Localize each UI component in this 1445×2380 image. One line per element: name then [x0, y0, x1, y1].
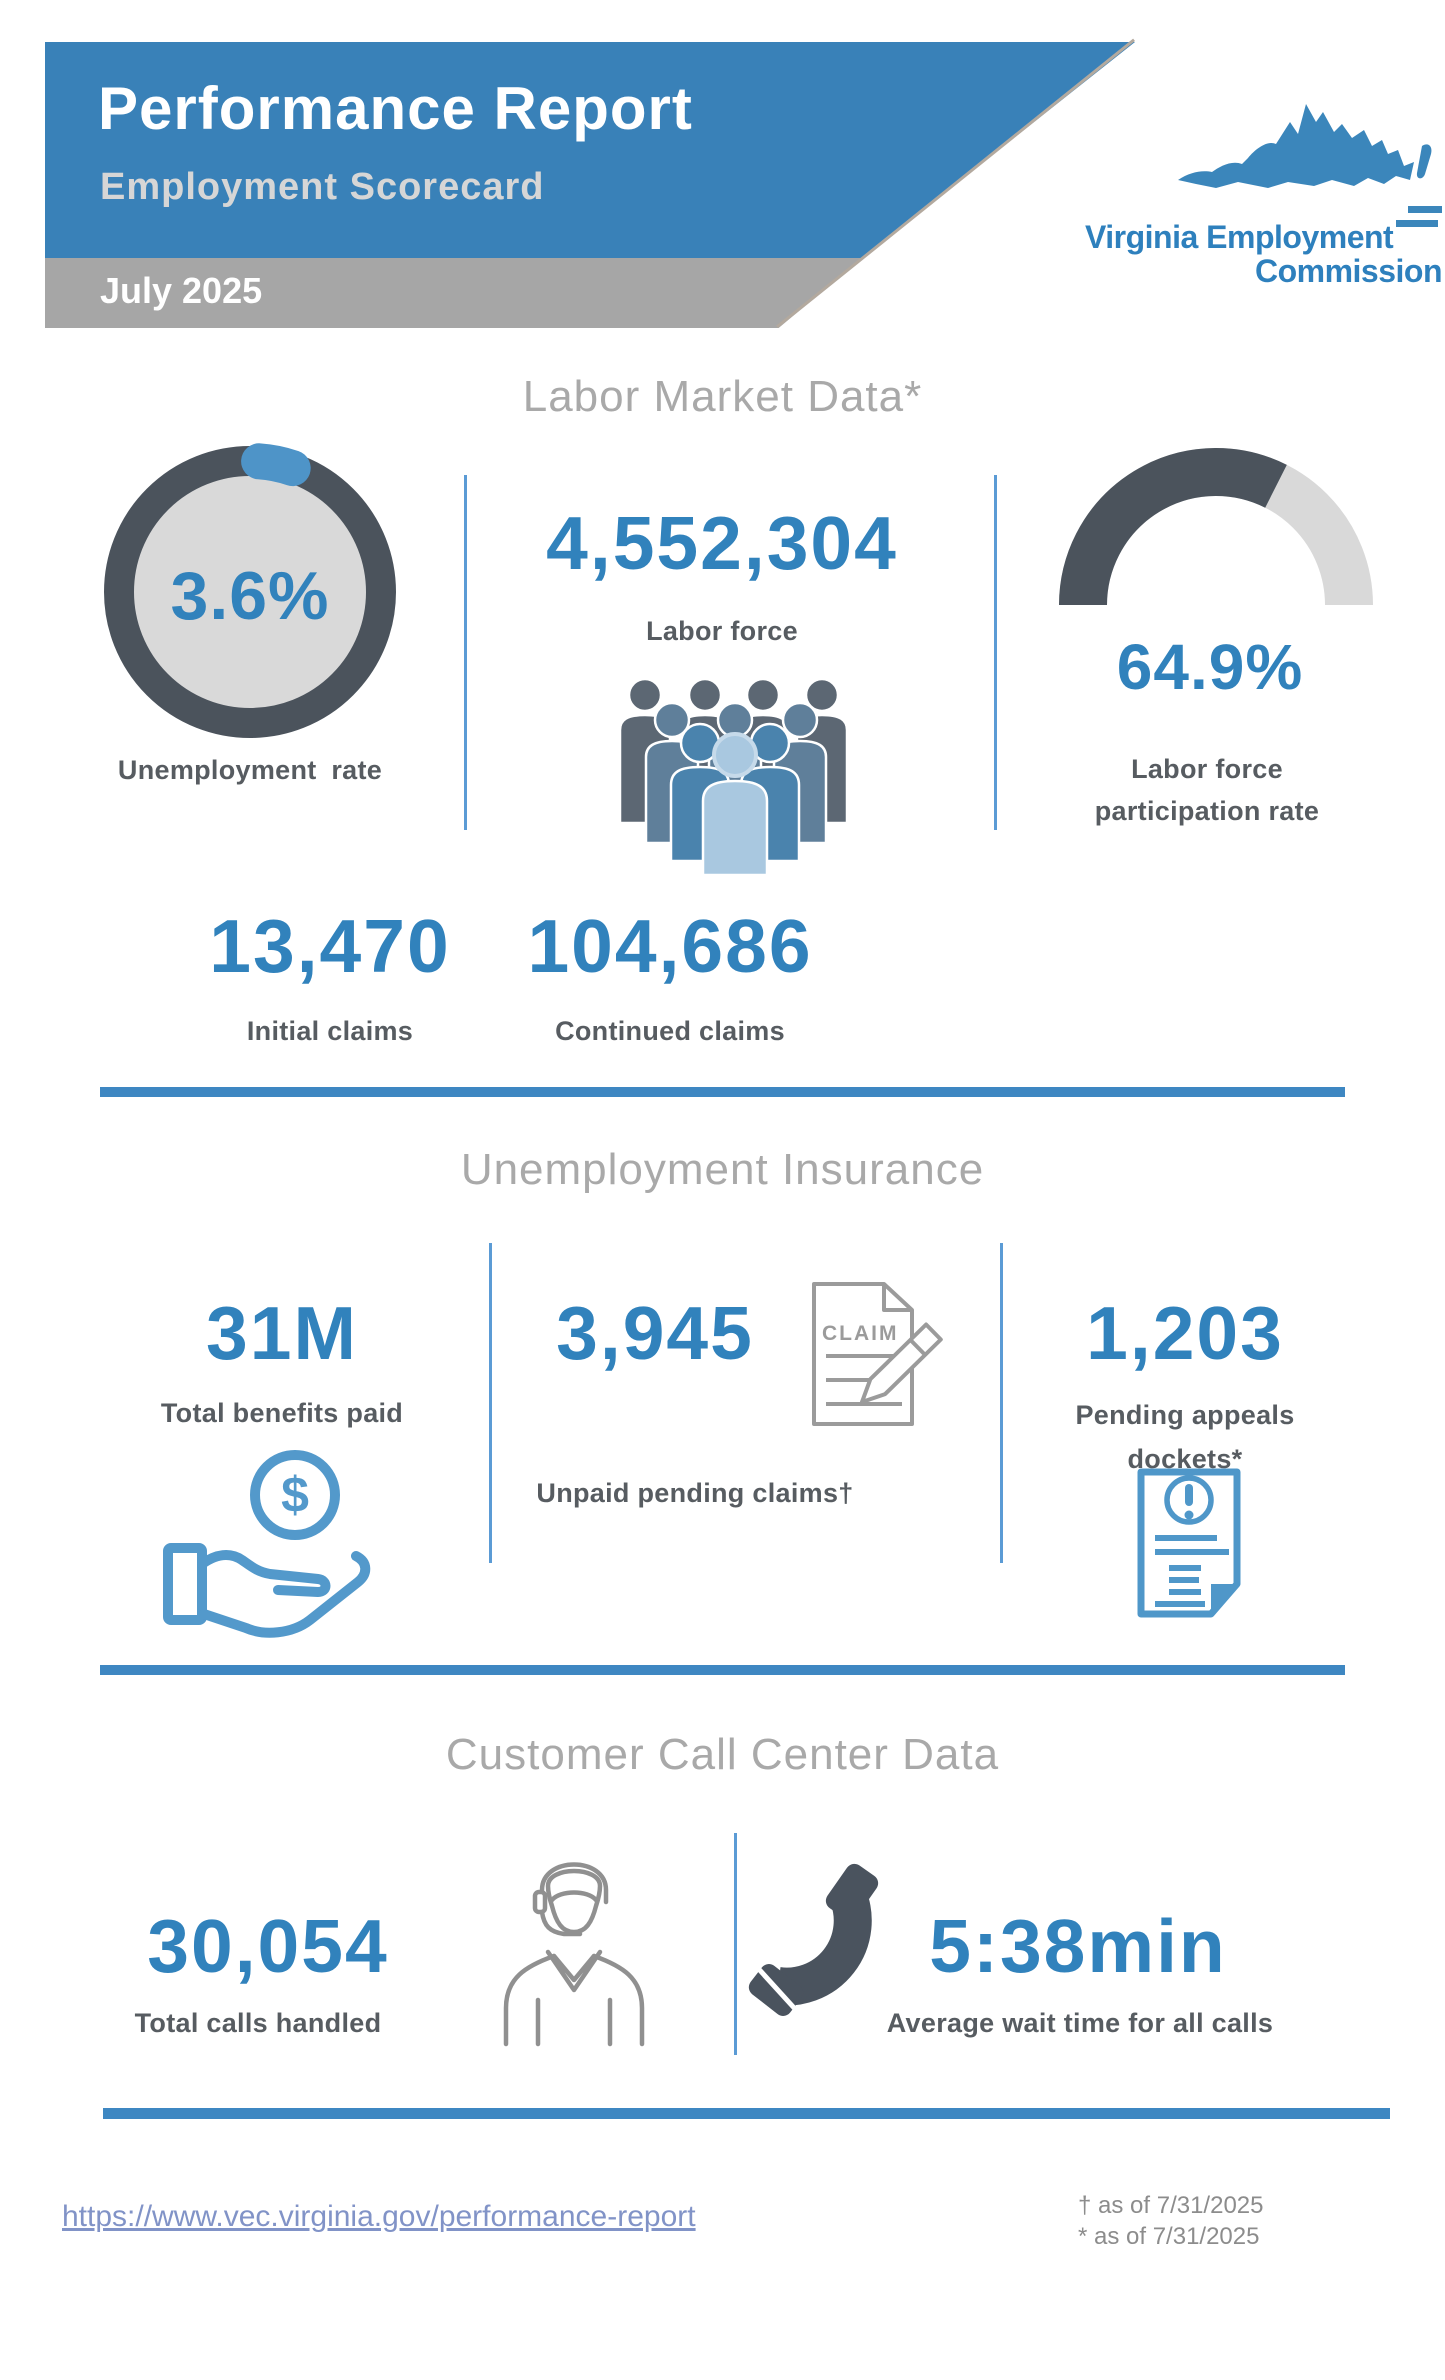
agent-right-shoulder	[591, 1953, 645, 2047]
total-benefits-value: 31M	[206, 1291, 358, 1375]
hand-fingers	[197, 1550, 331, 1597]
coin-circle	[250, 1450, 340, 1540]
agent-left-shoulder	[503, 1953, 557, 2047]
calls-handled-value: 30,054	[147, 1904, 389, 1988]
page-title: Performance Report	[98, 75, 693, 142]
unpaid-claims-value: 3,945	[556, 1291, 754, 1375]
divider-horizontal-2	[100, 1665, 1345, 1675]
divider-vertical-2	[994, 475, 997, 830]
people-group	[618, 677, 849, 877]
exclamation-dot	[1184, 1510, 1194, 1520]
wait-time-label: Average wait time for all calls	[886, 2008, 1274, 2038]
unemployment-donut-chart	[104, 443, 396, 738]
section-title-unemployment-insurance: Unemployment Insurance	[460, 1145, 985, 1194]
headset-band	[539, 1862, 609, 1905]
agent-chest-lines	[535, 1997, 613, 2047]
donut-marker-arc	[241, 443, 311, 487]
hand-cuff	[163, 1543, 207, 1625]
agent-hair-line	[549, 1890, 599, 1903]
divider-vertical-3	[489, 1243, 492, 1563]
claim-doc-fold	[882, 1284, 912, 1312]
unpaid-claims-label: Unpaid pending claims†	[536, 1478, 854, 1508]
section-title-call-center: Customer Call Center Data	[445, 1730, 1000, 1779]
logo-text-line1: Virginia Employment	[1085, 219, 1394, 255]
participation-rate-value: 64.9%	[1116, 631, 1304, 703]
wait-time-value: 5:38min	[929, 1904, 1227, 1988]
labor-force-value: 4,552,304	[546, 501, 898, 585]
gauge-fill-arc	[1059, 448, 1287, 606]
headset-earcup	[532, 1889, 548, 1915]
pending-appeals-value: 1,203	[1086, 1291, 1284, 1375]
period-bar	[45, 258, 862, 328]
phone-gap-stripe	[754, 1964, 798, 2012]
divider-vertical-4	[1000, 1243, 1003, 1563]
agent-collar	[545, 1949, 603, 1993]
divider-vertical-5	[734, 1833, 737, 2055]
divider-horizontal-1	[100, 1087, 1345, 1097]
calls-handled-label: Total calls handled	[134, 2008, 382, 2038]
pencil-eraser-line	[908, 1338, 927, 1357]
total-benefits-label: Total benefits paid	[160, 1398, 404, 1428]
initial-claims-label: Initial claims	[246, 1016, 414, 1046]
footnote-star: * as of 7/31/2025	[1078, 2223, 1260, 2250]
hand-thumb	[199, 1551, 371, 1638]
exclamation-circle	[1164, 1475, 1214, 1525]
unemployment-rate-value: 3.6%	[170, 558, 330, 634]
footnote-dagger: † as of 7/31/2025	[1078, 2192, 1264, 2219]
claim-doc-text: CLAIM	[822, 1322, 899, 1345]
virginia-state-icon	[1178, 104, 1414, 188]
participation-rate-label: Labor force participation rate	[1007, 748, 1407, 832]
continued-claims-value: 104,686	[527, 904, 813, 988]
docket-lines	[1155, 1535, 1229, 1607]
phone-ear-piece	[825, 1863, 879, 1921]
divider-vertical-1	[464, 475, 467, 830]
continued-claims-label: Continued claims	[555, 1016, 785, 1046]
report-period: July 2025	[100, 270, 263, 311]
performance-report-link[interactable]: https://www.vec.virginia.gov/performance…	[62, 2200, 696, 2233]
initial-claims-value: 13,470	[209, 904, 451, 988]
pencil	[860, 1322, 943, 1404]
unemployment-rate-label: Unemployment rate	[117, 755, 383, 785]
logo-dash-2	[1396, 220, 1438, 227]
participation-label-line1: Labor force	[1131, 754, 1283, 784]
headset-mic	[539, 1909, 583, 1937]
benefits-hand-coin-icon: $	[163, 1450, 371, 1638]
page-subtitle: Employment Scorecard	[100, 166, 545, 208]
eastern-shore-stroke	[1416, 144, 1432, 179]
participation-gauge-chart	[1059, 448, 1373, 606]
divider-horizontal-3	[103, 2108, 1390, 2119]
section-title-labor-market: Labor Market Data*	[522, 372, 923, 421]
labor-force-people-icon	[618, 677, 849, 877]
exclamation-bar	[1185, 1484, 1193, 1506]
vec-logo: Virginia Employment Commission	[1085, 104, 1443, 289]
call-agent-icon	[503, 1862, 645, 2047]
participation-label-line2: participation rate	[1094, 796, 1320, 826]
claim-document-icon: CLAIM	[812, 1282, 943, 1426]
docket-fold	[1211, 1584, 1237, 1614]
coin-dollar-symbol: $	[281, 1467, 309, 1523]
logo-dash-1	[1408, 206, 1442, 213]
logo-text-line2: Commission	[1255, 253, 1442, 289]
footnotes: † as of 7/31/2025 * as of 7/31/2025	[1078, 2190, 1263, 2252]
pending-appeals-label-line1: Pending appeals	[1075, 1400, 1295, 1430]
phone-icon	[748, 1863, 879, 2016]
labor-force-label: Labor force	[646, 616, 798, 646]
appeals-docket-icon	[1137, 1468, 1241, 1618]
agent-head	[545, 1868, 603, 1935]
